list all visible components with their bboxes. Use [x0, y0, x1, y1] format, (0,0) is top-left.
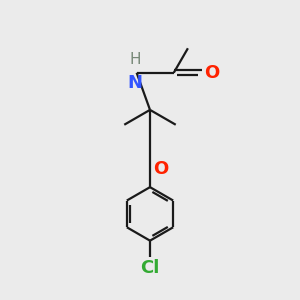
- Text: O: O: [204, 64, 220, 82]
- Text: Cl: Cl: [140, 260, 160, 278]
- Text: N: N: [128, 74, 142, 92]
- Text: O: O: [154, 160, 169, 178]
- Text: H: H: [129, 52, 141, 68]
